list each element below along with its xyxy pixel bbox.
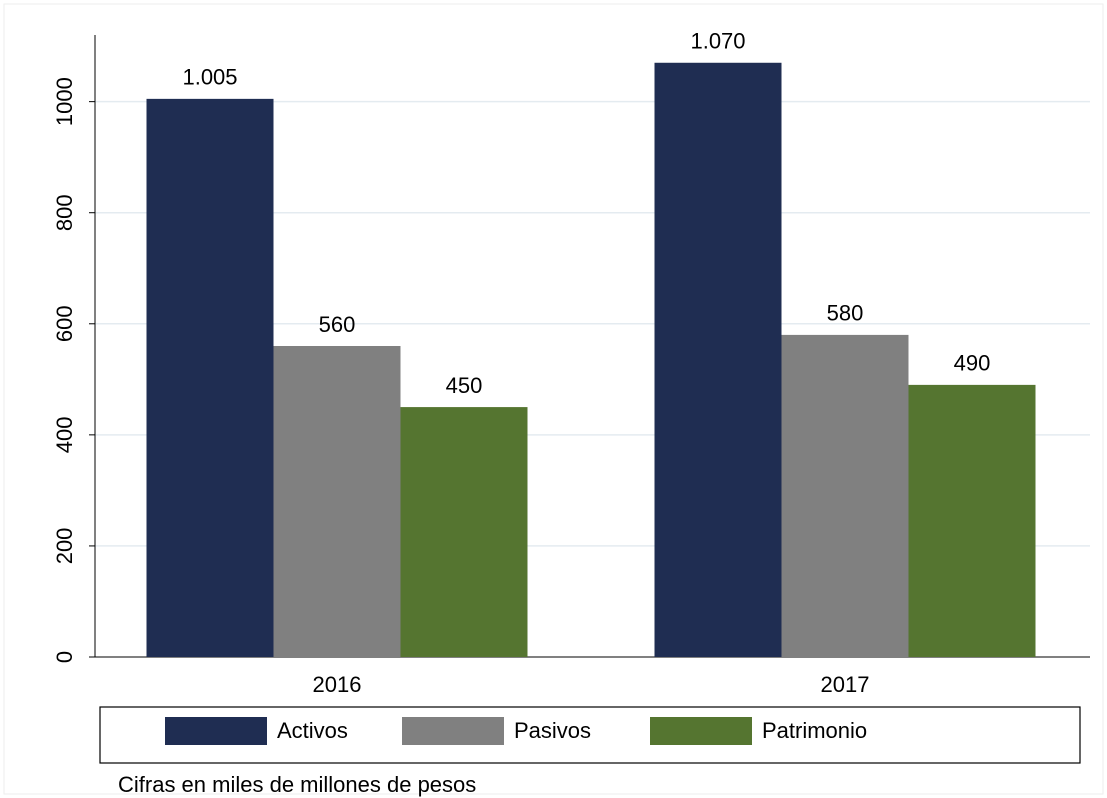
value-label: 490 <box>954 351 991 376</box>
x-tick-label: 2016 <box>313 672 362 697</box>
value-label: 1.005 <box>182 65 237 90</box>
legend-label: Pasivos <box>514 718 591 743</box>
bar <box>908 384 1036 657</box>
value-label: 580 <box>827 301 864 326</box>
bar <box>400 407 528 657</box>
x-tick-label: 2017 <box>821 672 870 697</box>
legend-label: Patrimonio <box>762 718 867 743</box>
legend-swatch <box>402 717 504 745</box>
value-label: 1.070 <box>690 29 745 54</box>
y-tick-label: 400 <box>52 416 77 453</box>
y-tick-label: 800 <box>52 194 77 231</box>
value-label: 450 <box>446 373 483 398</box>
note: Cifras en miles de millones de pesos <box>118 772 476 797</box>
bar <box>146 98 274 657</box>
legend-label: Activos <box>277 718 348 743</box>
value-label: 560 <box>319 312 356 337</box>
legend-swatch <box>165 717 267 745</box>
legend-box <box>99 706 1081 764</box>
bar <box>273 346 401 657</box>
bar <box>781 334 909 657</box>
y-tick-label: 0 <box>52 651 77 663</box>
frame <box>3 3 1104 795</box>
y-tick-label: 1000 <box>52 77 77 126</box>
y-tick-label: 600 <box>52 305 77 342</box>
bar <box>654 62 782 657</box>
legend-swatch <box>650 717 752 745</box>
y-tick-label: 200 <box>52 528 77 565</box>
